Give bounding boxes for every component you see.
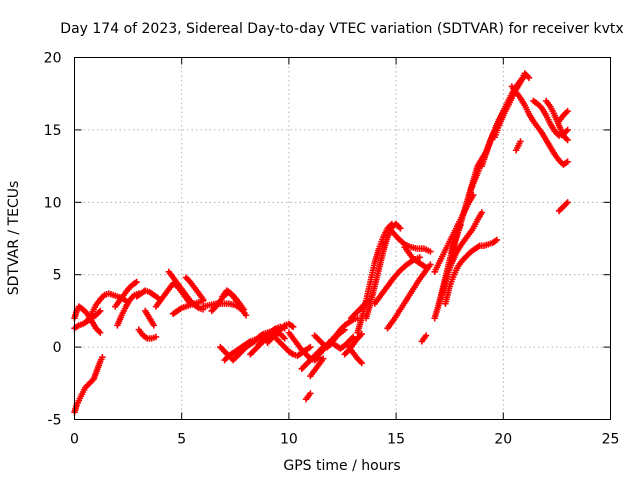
x-tick-label: 20 xyxy=(494,432,512,448)
data-point xyxy=(427,248,434,255)
x-axis-label: GPS time / hours xyxy=(283,458,400,474)
plot-frame xyxy=(74,57,611,420)
chart-title: Day 174 of 2023, Sidereal Day-to-day VTE… xyxy=(60,21,623,37)
data-point xyxy=(242,312,250,319)
data-point xyxy=(152,333,160,341)
data-point xyxy=(564,158,571,165)
grid-lines xyxy=(74,57,611,420)
data-points xyxy=(71,70,571,416)
data-point xyxy=(493,236,501,244)
x-tick-label: 0 xyxy=(70,432,79,448)
data-point xyxy=(422,332,430,339)
data-point xyxy=(358,359,365,367)
data-point xyxy=(150,322,158,329)
data-point xyxy=(281,335,288,342)
data-point xyxy=(97,329,104,336)
data-point xyxy=(240,306,248,313)
x-tick-label: 10 xyxy=(280,432,298,448)
y-axis-label: SDTVAR / TECUs xyxy=(6,181,22,296)
y-tick-labels: -5 0 5 10 15 20 xyxy=(44,51,62,429)
data-point xyxy=(427,261,434,268)
y-tick-label: 20 xyxy=(44,51,62,67)
y-tick-label: 15 xyxy=(44,123,62,139)
data-point xyxy=(358,330,365,338)
data-point xyxy=(99,354,106,361)
data-point xyxy=(564,126,571,134)
data-point xyxy=(307,390,314,397)
data-point xyxy=(478,209,486,216)
x-tick-labels: 0 5 10 15 20 25 xyxy=(70,432,619,448)
data-point xyxy=(199,296,207,303)
y-tick-label: -5 xyxy=(48,413,62,429)
x-tick-label: 5 xyxy=(177,432,186,448)
data-point xyxy=(517,138,524,145)
data-point xyxy=(564,107,571,115)
data-point xyxy=(289,323,297,331)
y-tick-label: 10 xyxy=(44,195,62,211)
data-point xyxy=(133,278,140,286)
y-tick-label: 5 xyxy=(53,268,62,284)
data-point xyxy=(350,333,357,341)
data-point xyxy=(564,136,571,144)
data-point xyxy=(307,343,314,351)
y-tick-label: 0 xyxy=(53,340,62,356)
data-point xyxy=(564,199,571,206)
data-point xyxy=(97,307,104,315)
data-point xyxy=(397,225,404,232)
axis-ticks xyxy=(74,57,611,420)
data-point xyxy=(422,264,430,271)
data-point xyxy=(525,74,533,81)
data-point xyxy=(320,355,327,362)
x-tick-label: 15 xyxy=(387,432,405,448)
x-tick-label: 25 xyxy=(602,432,620,448)
